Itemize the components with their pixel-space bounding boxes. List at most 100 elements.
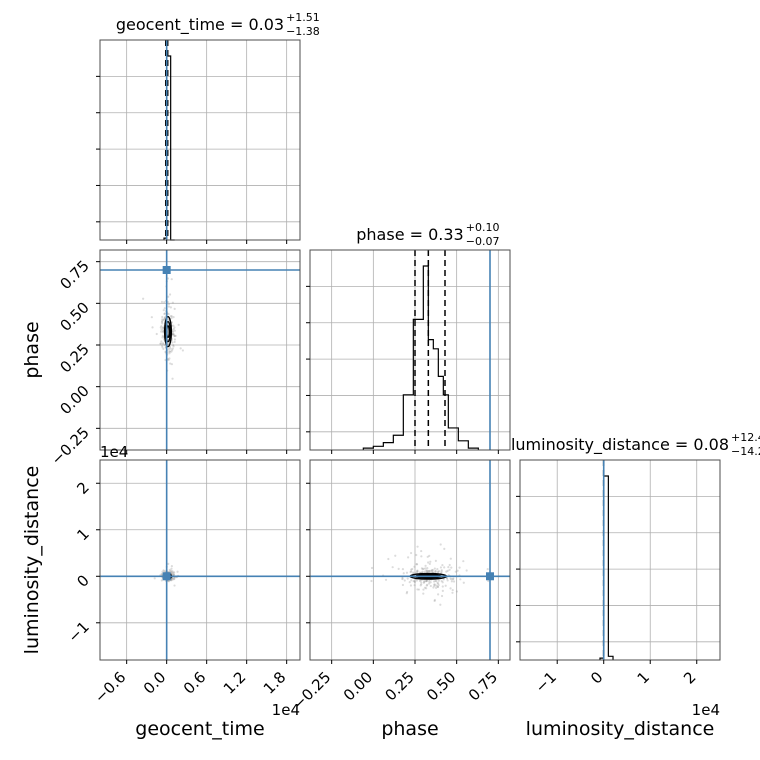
sample-point xyxy=(425,569,428,572)
sample-point xyxy=(406,590,409,594)
sample-point xyxy=(433,584,436,588)
sample-point xyxy=(433,599,436,603)
sample-point xyxy=(176,570,179,573)
sample-point xyxy=(150,316,153,319)
sample-point xyxy=(168,293,172,296)
sample-point xyxy=(447,566,450,569)
sample-point xyxy=(465,569,468,572)
y-tick-label-luminosity_distance: 1 xyxy=(73,525,92,544)
sample-point xyxy=(181,349,184,352)
sample-point xyxy=(161,342,165,345)
sample-point xyxy=(160,325,163,328)
sample-point xyxy=(162,569,165,572)
sample-point xyxy=(162,343,165,346)
sample-point xyxy=(171,570,174,573)
title-upper-luminosity_distance: +12.44 xyxy=(731,431,760,444)
sample-point xyxy=(408,581,411,584)
y-tick-label-luminosity_distance: 0 xyxy=(73,571,92,590)
sample-point xyxy=(423,586,427,589)
sample-point xyxy=(405,571,409,574)
sample-point xyxy=(416,588,419,591)
panel-phase-vs-phase-frame xyxy=(309,249,511,451)
sample-point xyxy=(425,579,428,583)
sample-point xyxy=(168,350,172,353)
sample-point xyxy=(163,570,166,573)
sample-point xyxy=(162,318,165,322)
sample-point xyxy=(410,570,413,573)
sample-point xyxy=(160,344,164,347)
sample-point xyxy=(446,577,449,580)
sample-point xyxy=(167,305,171,308)
title-main: phase = 0.33 xyxy=(356,225,463,244)
sample-point xyxy=(413,565,416,568)
sample-point xyxy=(428,570,431,573)
sample-point xyxy=(432,586,435,589)
x-tick-label-geocent_time: 1.8 xyxy=(260,668,290,698)
sample-point xyxy=(167,562,170,565)
x-tick-label-phase: 0.00 xyxy=(340,668,376,704)
sample-point xyxy=(173,326,176,329)
y-axis-label-phase: phase xyxy=(21,321,43,378)
sample-point xyxy=(440,579,443,583)
sample-point xyxy=(420,567,424,570)
sample-point xyxy=(434,570,437,573)
sample-point xyxy=(436,585,440,588)
sample-point xyxy=(416,570,419,573)
sample-point xyxy=(440,569,443,572)
sample-point xyxy=(162,318,165,321)
sample-point xyxy=(142,297,145,300)
sample-point xyxy=(428,562,431,566)
sample-point xyxy=(424,567,427,570)
sample-point xyxy=(422,581,425,584)
sample-point xyxy=(172,578,175,581)
sample-point xyxy=(170,315,173,318)
sample-point xyxy=(450,566,453,569)
title-lower-luminosity_distance: −14.26 xyxy=(731,445,760,458)
sample-point xyxy=(415,553,418,557)
sample-point xyxy=(413,580,416,583)
sample-point xyxy=(167,580,171,583)
sample-point xyxy=(412,571,415,574)
sample-point xyxy=(162,330,165,333)
sample-point xyxy=(423,579,426,583)
sample-point xyxy=(452,577,455,580)
sample-point xyxy=(437,579,440,582)
sample-point xyxy=(172,345,175,348)
sample-point xyxy=(436,567,439,571)
panel-geocent_time-vs-geocent_time-frame xyxy=(99,39,301,241)
sample-point xyxy=(402,572,405,575)
panel-luminosity_distance-vs-luminosity_distance-frame xyxy=(519,459,721,661)
sample-point xyxy=(170,567,173,570)
sample-point xyxy=(172,327,175,331)
sample-point xyxy=(171,331,174,334)
sample-point xyxy=(438,570,441,573)
sample-point xyxy=(403,579,406,582)
sample-point xyxy=(409,584,413,587)
sample-point xyxy=(425,571,429,574)
sample-point xyxy=(163,316,167,319)
y-tick-label-phase: −0.25 xyxy=(48,423,93,468)
title-upper-phase: +0.10 xyxy=(466,221,500,234)
sample-point xyxy=(171,332,175,335)
sample-point xyxy=(429,581,432,584)
sample-point xyxy=(162,331,165,334)
sample-point xyxy=(171,301,174,304)
sample-point xyxy=(415,579,418,582)
x-tick-label-phase: 0.25 xyxy=(381,668,417,704)
sample-point xyxy=(167,347,171,351)
sample-point xyxy=(163,312,167,315)
sample-point xyxy=(455,590,458,593)
sample-point xyxy=(160,328,163,331)
sample-point xyxy=(424,580,428,583)
sample-point xyxy=(162,309,165,312)
x-tick-label-geocent_time: −0.6 xyxy=(91,668,129,706)
sample-point xyxy=(170,565,173,568)
sample-point xyxy=(422,567,425,570)
y-tick-label-phase: 0.00 xyxy=(56,382,92,418)
x-tick-label-phase: −0.25 xyxy=(289,668,334,713)
sample-point xyxy=(169,362,172,365)
sample-point xyxy=(433,598,436,602)
sample-point xyxy=(450,578,453,581)
x-tick-label-geocent_time: 0.0 xyxy=(140,668,170,698)
sample-point xyxy=(428,580,431,583)
